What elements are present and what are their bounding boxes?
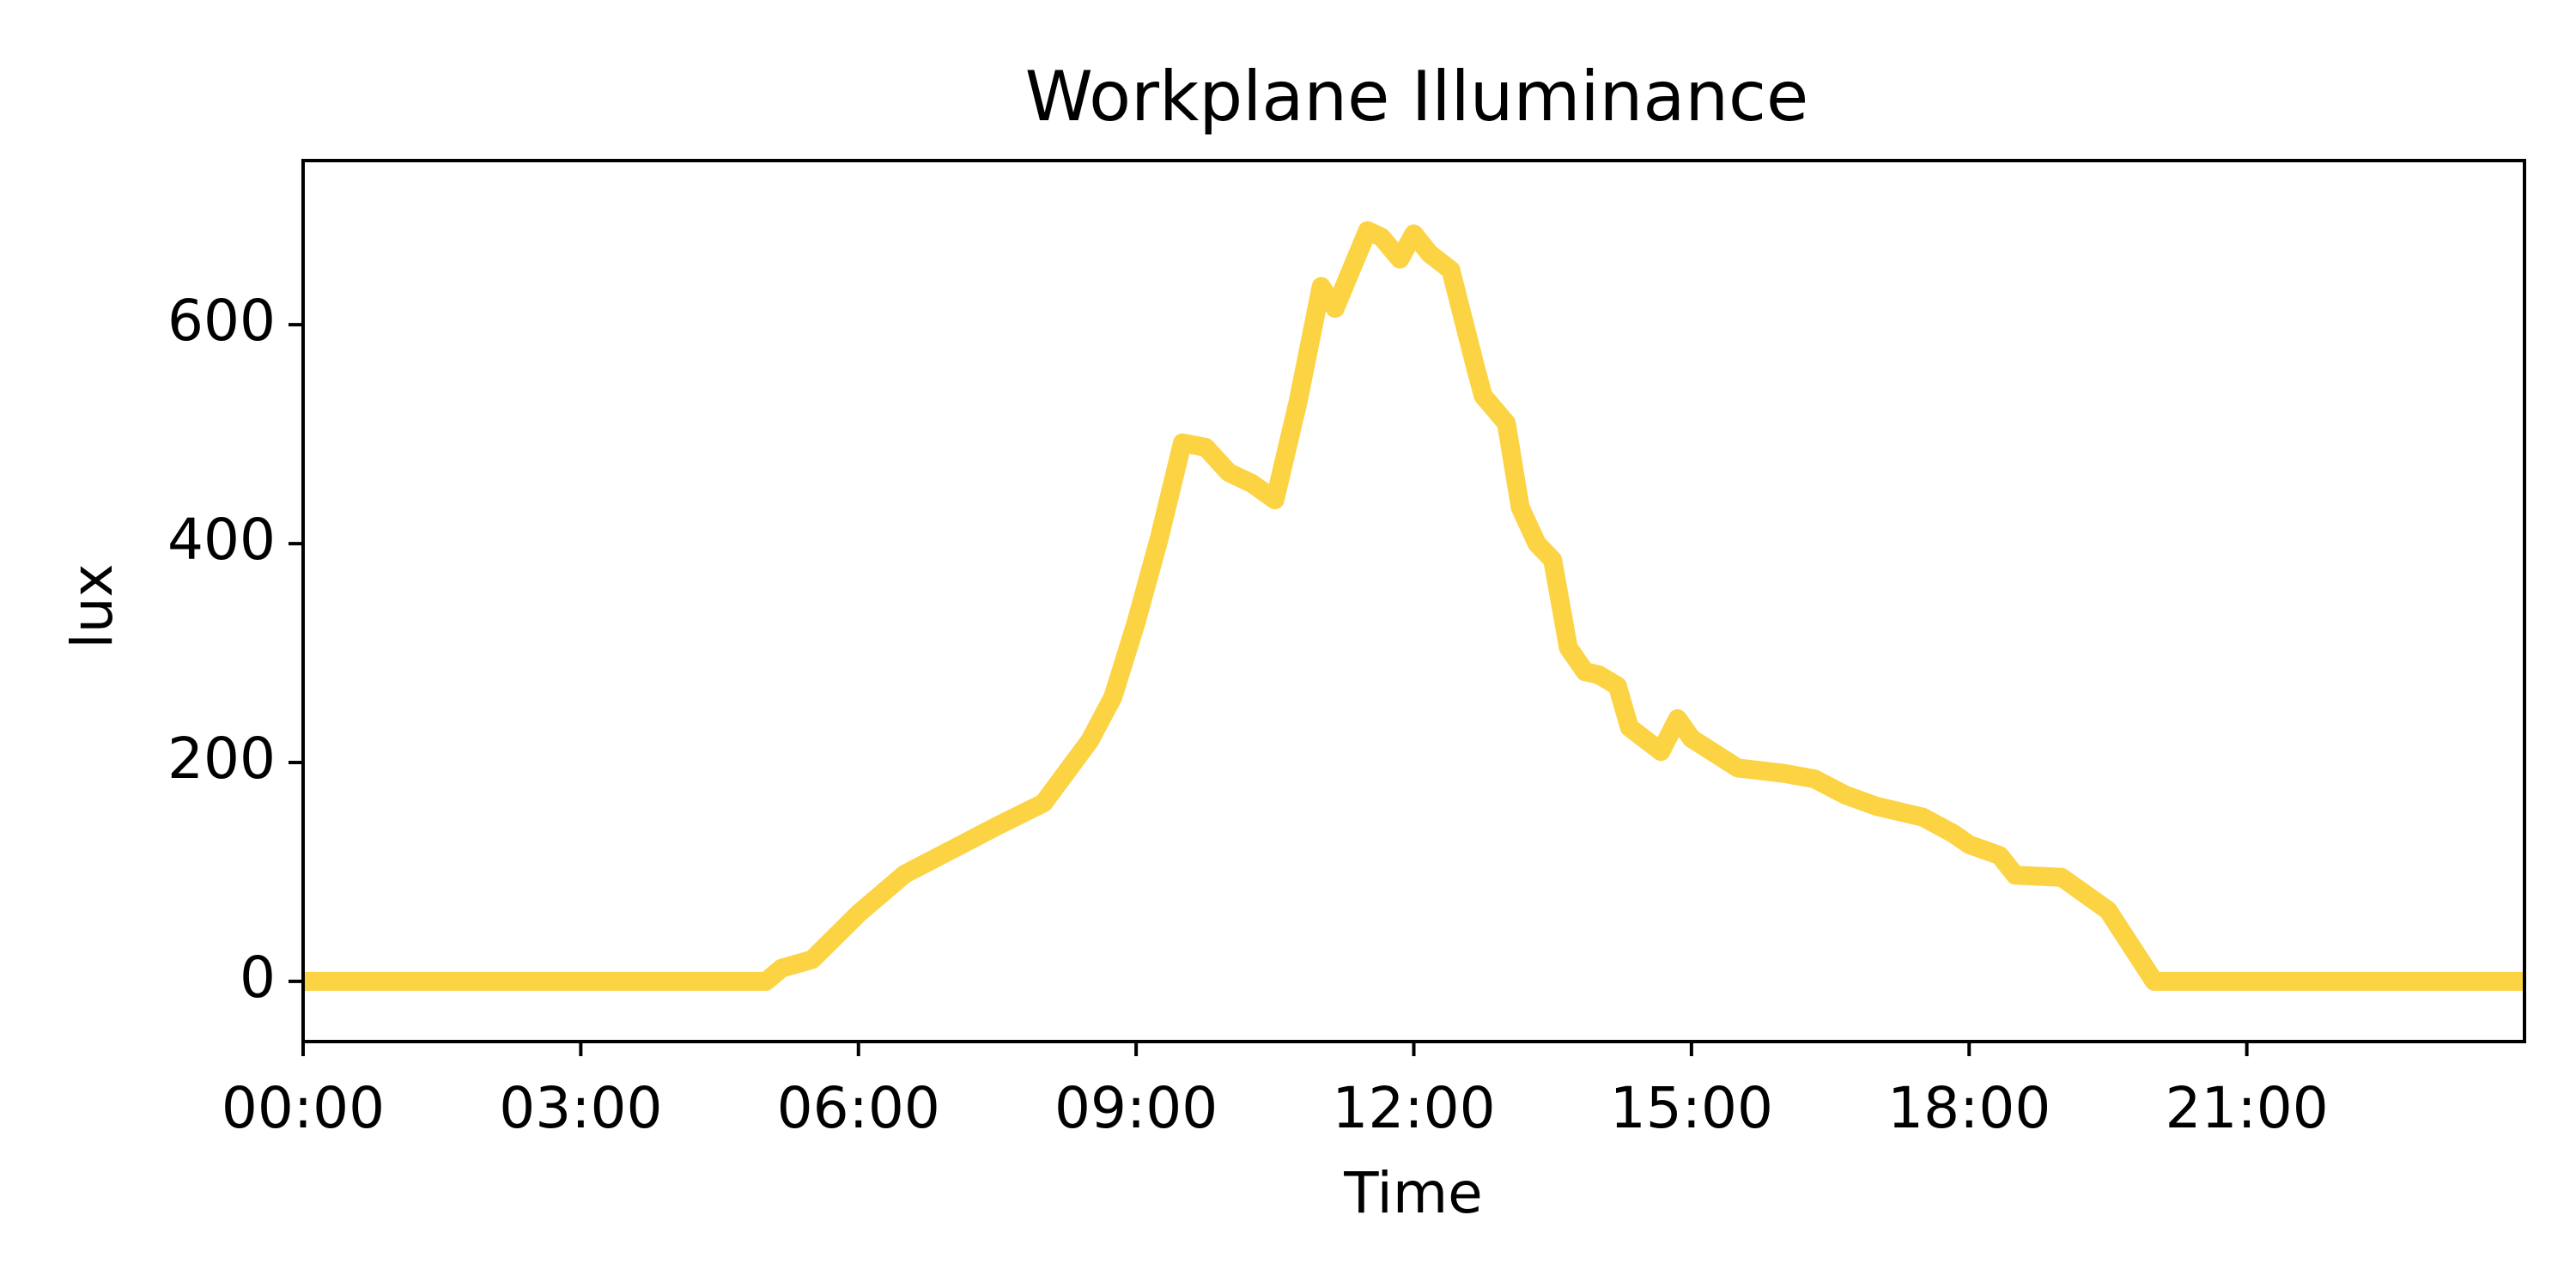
y-tick-label: 600 — [167, 288, 276, 354]
y-axis-ticks: 0 200 400 600 — [167, 288, 303, 1011]
y-axis-label: lux — [59, 563, 125, 648]
plot-area-frame — [301, 159, 2526, 1043]
series-line-0 — [303, 221, 2524, 991]
chart-title: Workplane Illuminance — [1025, 57, 1809, 137]
x-tick-label: 00:00 — [222, 1075, 385, 1141]
x-tick-label: 09:00 — [1054, 1075, 1218, 1141]
x-tick-label: 12:00 — [1332, 1075, 1495, 1141]
x-tick-label: 06:00 — [777, 1075, 940, 1141]
x-tick-label: 15:00 — [1610, 1075, 1773, 1141]
y-tick-label: 0 — [240, 945, 276, 1011]
x-tick-label: 18:00 — [1887, 1075, 2050, 1141]
y-tick-label: 400 — [167, 507, 276, 573]
x-tick-label: 21:00 — [2166, 1075, 2329, 1141]
x-tick-label: 03:00 — [499, 1075, 662, 1141]
x-axis-ticks: 00:00 03:00 06:00 09:00 12:00 15:00 18:00 21:00 — [222, 1042, 2329, 1141]
y-tick-label: 200 — [167, 726, 276, 792]
x-axis-label: Time — [1343, 1160, 1483, 1226]
series-layer — [303, 221, 2524, 991]
